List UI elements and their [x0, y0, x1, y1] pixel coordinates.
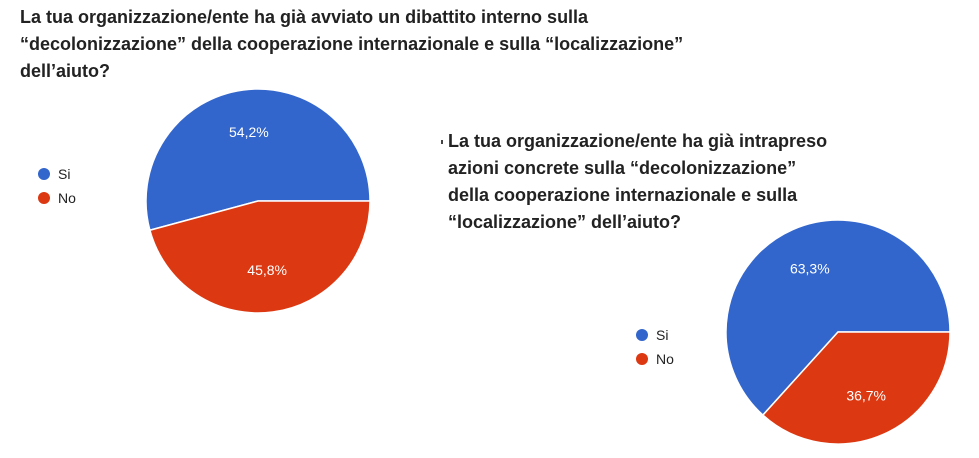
- chart-2-title-line: della cooperazione internazionale e sull…: [448, 185, 798, 205]
- legend-swatch-no: [636, 353, 648, 365]
- legend-swatch-no: [38, 192, 50, 204]
- legend-item-si: Si: [38, 162, 76, 186]
- pie-1-slice-no: [148, 200, 371, 314]
- pie-2-slice-no: [761, 331, 951, 445]
- title-bullet-mark: [441, 140, 443, 144]
- chart-1-legend: Si No: [38, 162, 76, 210]
- chart-1-title-line: “decolonizzazione” della cooperazione in…: [20, 34, 684, 54]
- chart-1-title-line: La tua organizzazione/ente ha già avviat…: [20, 7, 589, 27]
- chart-1-title: La tua organizzazione/ente ha già avviat…: [20, 4, 683, 85]
- pie-2-label-si: 63,3%: [790, 261, 830, 277]
- legend-label-si: Si: [656, 327, 669, 343]
- legend-label-no: No: [656, 351, 674, 367]
- legend-label-si: Si: [58, 166, 71, 182]
- chart-1-title-line: dell’aiuto?: [20, 61, 110, 81]
- chart-1-pie: 54,2% 45,8%: [145, 88, 371, 314]
- pie-2-label-no: 36,7%: [846, 387, 886, 403]
- legend-item-no: No: [38, 186, 76, 210]
- legend-item-si: Si: [636, 323, 674, 347]
- chart-2-title-line: La tua organizzazione/ente ha già intrap…: [448, 131, 828, 151]
- legend-swatch-si: [636, 329, 648, 341]
- pie-1-label-no: 45,8%: [247, 262, 287, 278]
- legend-label-no: No: [58, 190, 76, 206]
- chart-2-title-line: azioni concrete sulla “decolonizzazione”: [448, 158, 797, 178]
- chart-2-legend: Si No: [636, 323, 674, 371]
- pie-1-label-si: 54,2%: [229, 124, 269, 140]
- pie-2-slice-si: [725, 219, 951, 417]
- legend-swatch-si: [38, 168, 50, 180]
- pie-1-slice-si: [145, 88, 371, 232]
- chart-2-title-line: “localizzazione” dell’aiuto?: [448, 212, 682, 232]
- chart-2-pie: 63,3% 36,7%: [725, 219, 951, 445]
- chart-2-title: La tua organizzazione/ente ha già intrap…: [448, 128, 827, 236]
- legend-item-no: No: [636, 347, 674, 371]
